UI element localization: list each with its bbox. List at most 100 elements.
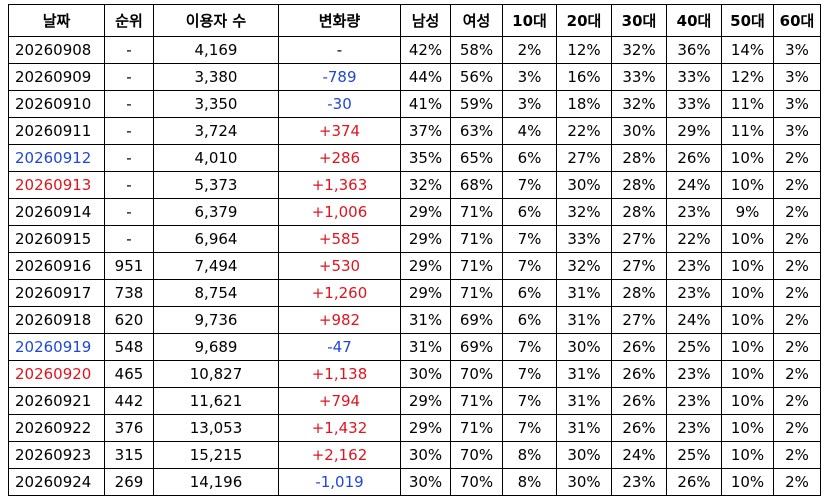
date-cell: 20260918 <box>8 306 105 334</box>
cell: 71% <box>450 387 503 415</box>
cell: 26% <box>611 414 667 442</box>
cell: 44% <box>400 63 451 91</box>
cell: +286 <box>278 144 401 172</box>
cell: 9% <box>721 198 774 226</box>
cell: 30% <box>556 468 612 496</box>
cell: 2% <box>773 468 821 496</box>
cell: 442 <box>104 387 154 415</box>
cell: +1,432 <box>278 414 401 442</box>
cell: 32% <box>611 36 667 64</box>
header-cell: 여성 <box>450 4 503 37</box>
cell: 738 <box>104 279 154 307</box>
header-cell: 40대 <box>666 4 722 37</box>
cell: 29% <box>400 252 451 280</box>
cell: 7% <box>502 387 557 415</box>
cell: - <box>104 144 154 172</box>
table-row: 20260924 269 14,196 -1,019 30% 70% 8% 30% 23% 26%… <box>8 468 821 496</box>
cell: 8,754 <box>153 279 279 307</box>
cell: 14,196 <box>153 468 279 496</box>
cell: 16% <box>556 63 612 91</box>
cell: 71% <box>450 414 503 442</box>
cell: 6% <box>502 306 557 334</box>
cell: 58% <box>450 36 503 64</box>
cell: 6% <box>502 144 557 172</box>
cell: 6% <box>502 279 557 307</box>
cell: 33% <box>611 63 667 91</box>
cell: 71% <box>450 225 503 253</box>
cell: 3% <box>773 90 821 118</box>
cell: 27% <box>556 144 612 172</box>
cell: 28% <box>611 279 667 307</box>
cell: 26% <box>611 387 667 415</box>
cell: 33% <box>666 63 722 91</box>
cell: 10% <box>721 252 774 280</box>
cell: 71% <box>450 198 503 226</box>
header-cell: 변화량 <box>278 4 401 37</box>
cell: 26% <box>666 144 722 172</box>
header-cell: 20대 <box>556 4 612 37</box>
cell: 10% <box>721 468 774 496</box>
cell: 3% <box>773 36 821 64</box>
cell: - <box>104 90 154 118</box>
cell: 29% <box>400 414 451 442</box>
date-cell: 20260912 <box>8 144 105 172</box>
date-cell: 20260920 <box>8 360 105 388</box>
cell: 3,724 <box>153 117 279 145</box>
cell: 24% <box>666 171 722 199</box>
table-row: 20260916 951 7,494 +530 29% 71% 7% 32% 27% 23% 10%… <box>8 252 821 280</box>
cell: 10% <box>721 414 774 442</box>
cell: 25% <box>666 441 722 469</box>
cell: 9,689 <box>153 333 279 361</box>
table-row: 20260909-3,380 -789 44% 56% 3% 16% 33% 33% 12% 3% <box>8 63 821 91</box>
cell: 70% <box>450 468 503 496</box>
cell: 27% <box>611 225 667 253</box>
cell: 7% <box>502 225 557 253</box>
cell: 6,379 <box>153 198 279 226</box>
table-row: 20260915-6,964 +585 29% 71% 7% 33% 27% 22% 10% 2% <box>8 225 821 253</box>
cell: 2% <box>773 360 821 388</box>
cell: 2% <box>773 198 821 226</box>
cell: 620 <box>104 306 154 334</box>
cell: 23% <box>666 387 722 415</box>
cell: 30% <box>556 171 612 199</box>
cell: 69% <box>450 333 503 361</box>
cell: 33% <box>666 90 722 118</box>
cell: 4,169 <box>153 36 279 64</box>
cell: 26% <box>666 468 722 496</box>
header-cell: 남성 <box>400 4 451 37</box>
table-row: 20260910-3,350 -30 41% 59% 3% 18% 32% 33% 11% 3% <box>8 90 821 118</box>
cell: 30% <box>611 117 667 145</box>
date-cell: 20260917 <box>8 279 105 307</box>
cell: 10% <box>721 387 774 415</box>
cell: 6,964 <box>153 225 279 253</box>
cell: 2% <box>773 279 821 307</box>
cell: 24% <box>666 306 722 334</box>
cell: 3% <box>773 63 821 91</box>
cell: 548 <box>104 333 154 361</box>
header-row: 날짜 순위 이용자 수 변화량 남성 여성 10대 20대 30대 40대 50대 60대 <box>8 4 821 37</box>
cell: 10% <box>721 441 774 469</box>
cell: 10% <box>721 171 774 199</box>
cell: 9,736 <box>153 306 279 334</box>
cell: 31% <box>556 387 612 415</box>
cell: 27% <box>611 252 667 280</box>
cell: 12% <box>556 36 612 64</box>
cell: 22% <box>666 225 722 253</box>
cell: 465 <box>104 360 154 388</box>
cell: 30% <box>400 441 451 469</box>
cell: 31% <box>556 279 612 307</box>
cell: 31% <box>400 306 451 334</box>
table-row: 20260913-5,373 +1,363 32% 68% 7% 30% 28% 24% 10%… <box>8 171 821 199</box>
cell: 14% <box>721 36 774 64</box>
date-cell: 20260915 <box>8 225 105 253</box>
cell: 11% <box>721 90 774 118</box>
cell: 269 <box>104 468 154 496</box>
cell: 10% <box>721 306 774 334</box>
data-table: 날짜 순위 이용자 수 변화량 남성 여성 10대 20대 30대 40대 50대 60대 20260… <box>8 4 821 496</box>
header-cell: 이용자 수 <box>153 4 279 37</box>
cell: 3% <box>502 63 557 91</box>
cell: 2% <box>773 441 821 469</box>
cell: 376 <box>104 414 154 442</box>
cell: 30% <box>556 333 612 361</box>
cell: 24% <box>611 441 667 469</box>
